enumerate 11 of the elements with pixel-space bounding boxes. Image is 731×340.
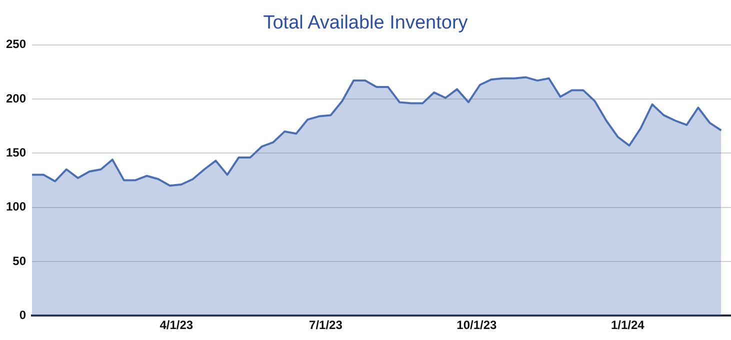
x-tick-label: 4/1/23 xyxy=(160,318,194,332)
chart-title: Total Available Inventory xyxy=(263,12,468,34)
x-tick-label: 1/1/24 xyxy=(610,318,645,332)
y-tick-label: 50 xyxy=(12,254,26,268)
y-tick-label: 100 xyxy=(6,200,26,214)
y-tick-label: 250 xyxy=(6,37,26,52)
y-tick-label: 150 xyxy=(6,145,26,160)
x-tick-label: 10/1/23 xyxy=(456,318,498,332)
x-tick-label: 7/1/23 xyxy=(309,318,343,332)
y-tick-label: 200 xyxy=(6,91,26,106)
y-tick-label: 0 xyxy=(19,308,26,322)
